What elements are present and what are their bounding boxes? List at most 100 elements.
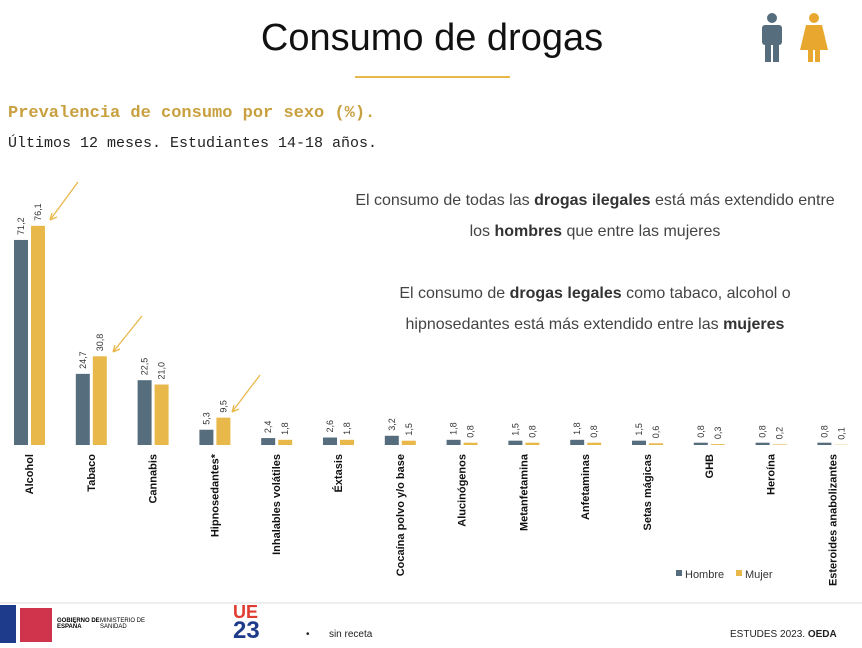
annotation-text: El consumo de todas las [355,192,535,209]
legend-label: Hombre [685,569,724,581]
bar [278,439,293,445]
logo-text: MINISTERIO DE SANIDAD [100,618,146,630]
value-label: 1,8 [342,422,352,435]
value-label: 1,8 [449,422,459,435]
note: Últimos 12 meses. Estudiantes 14-18 años… [8,135,378,152]
value-label: 0,6 [651,426,661,439]
man-icon [762,13,782,62]
value-label: 0,1 [836,427,846,440]
value-label: 24,7 [78,351,88,369]
value-label: 0,8 [696,425,706,438]
bar [92,356,107,445]
x-tick-label: Metanfetamina [518,453,530,531]
coat-of-arms [20,608,52,642]
bar [216,417,231,445]
bar [649,443,663,445]
x-tick-label: Alcohol [24,454,36,494]
value-label: 0,3 [713,427,723,440]
value-label: 0,8 [466,425,476,438]
legend-swatch [676,570,682,576]
annotation-text: El consumo de [399,285,510,302]
value-label: 2,6 [325,420,335,433]
bar [154,384,169,445]
bar [587,442,602,445]
value-label: 76,1 [33,203,43,221]
x-tick-label: Cocaína polvo y/o base [395,454,407,576]
legend-label: Mujer [745,569,773,581]
value-label: 0,8 [758,425,768,438]
value-label: 9,5 [218,400,228,413]
bar [384,435,399,445]
ue23-logo: 23 [233,617,260,644]
value-label: 1,5 [510,423,520,436]
footnote: • sin receta [306,629,372,640]
title: Consumo de drogas [261,17,603,59]
annotation: El consumo de todas las drogas ilegales … [355,185,835,247]
value-label: 2,4 [263,421,273,434]
annotation-text: mujeres [723,316,785,333]
value-label: 0,2 [775,427,785,440]
bar [340,439,354,445]
x-tick-label: Heroína [766,453,778,495]
value-label: 30,8 [95,334,105,352]
annotation-text: drogas ilegales [534,192,651,209]
x-tick-label: Hipnosedantes* [209,453,221,537]
source-text: ESTUDES 2023. [730,629,806,640]
bar [75,373,90,445]
value-label: 1,8 [280,422,290,435]
annotation-text: como tabaco, alcohol o hipnosedantes est… [405,285,791,333]
value-label: 0,8 [589,425,599,438]
woman-icon [800,13,828,62]
x-tick-label: Inhalables volátiles [271,454,283,555]
value-label: 1,5 [404,423,414,436]
value-label: 1,5 [634,423,644,436]
logo-text: GOBIERNO DE ESPAÑA [57,618,100,630]
x-tick-label: Anfetaminas [580,454,592,520]
bar [525,442,540,445]
arrows [49,181,261,413]
bar [401,440,416,445]
bar [446,439,461,445]
bar [693,442,708,445]
x-tick-label: Cannabis [148,454,160,504]
value-label: 0,8 [527,425,537,438]
bar [570,439,585,445]
bar [31,225,45,445]
value-label: 5,3 [201,412,211,425]
legend-swatch [736,570,742,576]
x-tick-label: Setas mágicas [642,454,654,530]
x-tick-label: Éxtasis [332,454,345,493]
x-tick-label: Tabaco [86,454,98,492]
bar [817,442,832,445]
bar [14,239,28,445]
annotation: El consumo de drogas legales como tabaco… [355,278,835,340]
value-label: 1,8 [572,422,582,435]
bar [323,437,337,445]
bar [710,444,725,445]
x-tick-label: GHB [704,454,716,479]
value-label: 22,5 [140,358,150,376]
value-label: 21,0 [157,362,167,380]
value-label: 71,2 [16,217,26,235]
source: ESTUDES 2023. OEDA [730,629,837,640]
x-tick-label: Alucinógenos [457,454,469,527]
bar [137,380,152,445]
value-label: 3,2 [387,418,397,431]
bullet: • [306,629,329,640]
source-bold: OEDA [807,629,837,640]
annotation-text: hombres [494,223,563,240]
bar [508,440,523,445]
bar [632,440,646,445]
annotation-text: está más extendido entre los [469,192,835,240]
footnote-text: sin receta [328,629,373,640]
bar [463,442,478,445]
annotation-text: drogas legales [509,285,622,302]
value-label: 0,8 [819,425,829,438]
annotation-text: que entre las mujeres [562,223,721,240]
eu-flag [0,605,16,643]
bar [199,429,214,445]
subtitle: Prevalencia de consumo por sexo (%). [8,104,376,123]
bar [772,444,787,445]
ue23-logo: UE [233,602,258,622]
